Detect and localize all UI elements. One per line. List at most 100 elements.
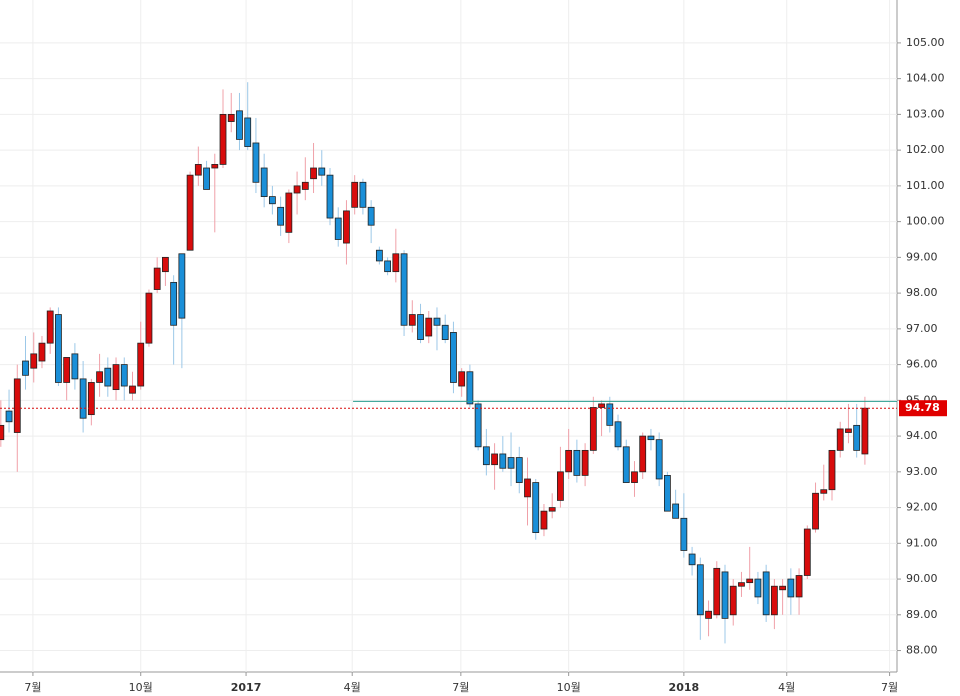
candle-body (548, 507, 556, 512)
candle-body (664, 475, 671, 512)
candle-body (301, 181, 309, 190)
y-tick-label: 90.00 (906, 572, 938, 585)
candle-body (450, 332, 457, 383)
candle-body (705, 610, 712, 619)
candle-body (104, 367, 112, 387)
candle-body (343, 210, 350, 244)
candle-body (672, 503, 680, 519)
candle-body (540, 510, 548, 530)
candle-body (738, 582, 745, 587)
x-tick-label: 7월 (452, 681, 469, 694)
candle-body (0, 424, 5, 441)
candle-body (746, 578, 754, 584)
candle-body (770, 585, 778, 616)
y-tick-label: 89.00 (906, 608, 938, 621)
candle-body (861, 407, 869, 455)
candle-body (186, 174, 194, 251)
candle-body (524, 478, 531, 498)
last-price-label: 94.78 (905, 401, 940, 414)
candle-body (795, 575, 803, 598)
x-tick-label: 7월 (24, 681, 41, 694)
x-tick-label: 10월 (129, 681, 153, 694)
y-tick-label: 102.00 (906, 143, 945, 156)
y-tick-label: 101.00 (906, 179, 945, 192)
candle-body (433, 317, 441, 326)
candle-body (614, 421, 622, 448)
candle-body (162, 256, 169, 273)
x-tick-label: 4월 (778, 681, 795, 694)
candle-body (13, 378, 21, 433)
candle-body (853, 424, 861, 451)
x-tick-label: 2018 (669, 681, 700, 694)
candle-body (5, 410, 13, 423)
candle-body (178, 253, 186, 319)
candle-body (87, 382, 95, 416)
candle-body (754, 578, 762, 598)
candle-body (474, 403, 482, 448)
candle-body (655, 439, 663, 480)
candle-body (129, 385, 136, 394)
candle-body (688, 553, 696, 566)
candle-body (803, 528, 811, 576)
candle-body (721, 571, 729, 619)
y-tick-label: 103.00 (906, 107, 945, 120)
candle-body (499, 453, 507, 469)
candle-body (285, 192, 293, 233)
y-tick-label: 94.00 (906, 429, 938, 442)
candle-body (565, 449, 573, 473)
y-tick-label: 88.00 (906, 644, 938, 657)
candle-body (647, 435, 655, 441)
candle-body (22, 360, 29, 376)
y-tick-label: 98.00 (906, 286, 938, 299)
candle-body (375, 249, 383, 262)
candle-body (573, 449, 581, 476)
y-tick-label: 93.00 (906, 465, 938, 478)
candle-body (112, 364, 120, 391)
candle-body (71, 353, 79, 380)
x-tick-label: 4월 (344, 681, 361, 694)
candle-body (400, 253, 408, 326)
candle-body (696, 564, 704, 616)
candle-body (219, 113, 227, 165)
candle-body (828, 449, 836, 491)
candle-body (606, 403, 614, 426)
candle-body (589, 407, 597, 451)
candle-body (441, 324, 449, 340)
candle-body (557, 471, 564, 501)
candle-body (63, 357, 71, 383)
candle-body (845, 428, 852, 433)
candle-body (30, 353, 38, 369)
candle-body (458, 371, 466, 387)
candle-body (639, 435, 647, 473)
candle-body (46, 310, 54, 344)
candle-body (408, 314, 416, 326)
y-tick-label: 96.00 (906, 358, 938, 371)
candle-body (293, 185, 301, 194)
y-tick-label: 104.00 (906, 72, 945, 85)
candle-body (425, 317, 433, 337)
candle-body (812, 492, 819, 530)
candle-body (268, 196, 276, 205)
candle-body (260, 167, 268, 197)
candle-body (318, 167, 326, 176)
last-price-box (899, 400, 947, 417)
y-tick-label: 92.00 (906, 501, 938, 514)
candle-body (713, 567, 721, 616)
y-tick-label: 97.00 (906, 322, 938, 335)
candle-body (466, 371, 474, 405)
candle-body (515, 457, 523, 483)
candle-body (236, 110, 243, 140)
candle-body (170, 281, 178, 326)
candle-body (137, 342, 145, 387)
candle-body (211, 164, 219, 169)
candle-body (153, 267, 161, 290)
y-tick-label: 100.00 (906, 215, 945, 228)
candle-body (820, 489, 828, 494)
y-tick-label: 99.00 (906, 250, 938, 263)
candle-body (491, 453, 498, 466)
candle-body (334, 217, 342, 240)
candle-body (203, 167, 210, 190)
x-tick-label: 10월 (557, 681, 581, 694)
candle-body (227, 113, 235, 122)
